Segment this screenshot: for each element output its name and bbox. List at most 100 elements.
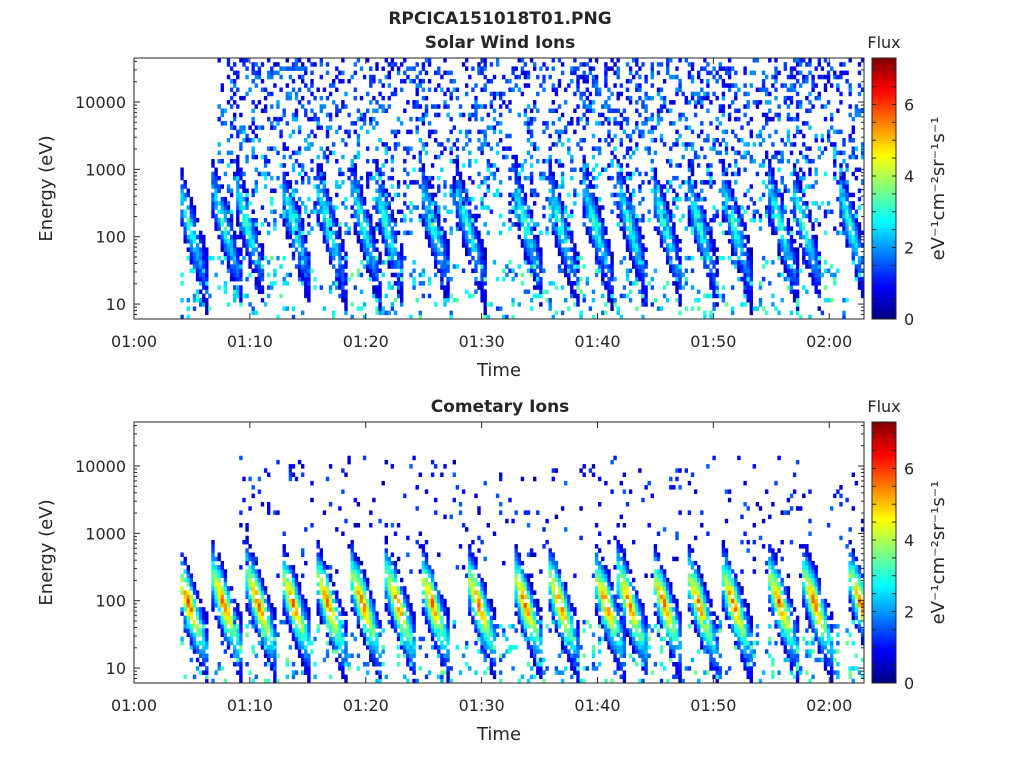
heatmap-cell bbox=[288, 213, 293, 219]
heatmap-cell bbox=[396, 209, 401, 215]
heatmap-cell bbox=[557, 218, 562, 223]
heatmap-cell bbox=[458, 171, 463, 177]
heatmap-cell bbox=[789, 116, 794, 122]
heatmap-cell bbox=[443, 230, 447, 236]
heatmap-cell bbox=[721, 163, 726, 168]
heatmap-cell bbox=[319, 95, 323, 101]
heatmap-cell bbox=[310, 129, 314, 135]
heatmap-cell bbox=[749, 285, 753, 290]
heatmap-cell bbox=[245, 159, 249, 164]
heatmap-cell bbox=[700, 209, 704, 215]
heatmap-cell bbox=[254, 184, 258, 189]
heatmap-cell bbox=[743, 243, 747, 248]
heatmap-cell bbox=[223, 632, 228, 638]
heatmap-cell bbox=[814, 255, 818, 261]
heatmap-cell bbox=[610, 91, 614, 97]
heatmap-cell bbox=[307, 268, 311, 274]
heatmap-cell bbox=[687, 209, 692, 215]
heatmap-cell bbox=[499, 95, 503, 101]
heatmap-cell bbox=[529, 298, 534, 303]
heatmap-cell bbox=[381, 230, 385, 236]
heatmap-cell bbox=[734, 234, 738, 240]
heatmap-cell bbox=[737, 230, 741, 236]
heatmap-cell bbox=[625, 213, 630, 219]
heatmap-cell bbox=[458, 226, 463, 231]
heatmap-cell bbox=[731, 226, 735, 231]
heatmap-cell bbox=[301, 62, 305, 67]
heatmap-cell bbox=[564, 255, 568, 261]
heatmap-cell bbox=[690, 222, 695, 227]
heatmap-cell bbox=[539, 268, 543, 274]
heatmap-cell bbox=[526, 247, 531, 252]
heatmap-cell bbox=[220, 594, 224, 600]
heatmap-cell bbox=[434, 154, 438, 160]
heatmap-cell bbox=[347, 133, 351, 139]
heatmap-cell bbox=[192, 222, 197, 227]
heatmap-cell bbox=[251, 79, 255, 84]
heatmap-cell bbox=[601, 293, 605, 299]
heatmap-cell bbox=[322, 218, 327, 223]
heatmap-cell bbox=[557, 138, 562, 143]
heatmap-cell bbox=[387, 218, 391, 223]
heatmap-cell bbox=[202, 243, 206, 248]
heatmap-cell bbox=[366, 230, 370, 236]
heatmap-cell bbox=[731, 243, 735, 248]
heatmap-cell bbox=[808, 167, 812, 173]
heatmap-cell bbox=[192, 205, 197, 210]
heatmap-cell bbox=[622, 255, 627, 261]
heatmap-cell bbox=[628, 154, 633, 160]
heatmap-cell bbox=[403, 167, 407, 173]
heatmap-cell bbox=[792, 281, 797, 286]
heatmap-cell bbox=[242, 58, 246, 63]
heatmap-cell bbox=[529, 306, 534, 311]
heatmap-cell bbox=[662, 285, 667, 290]
heatmap-cell bbox=[789, 255, 794, 261]
heatmap-cell bbox=[529, 188, 534, 194]
heatmap-cell bbox=[517, 163, 521, 168]
heatmap-cell bbox=[223, 603, 228, 608]
heatmap-cell bbox=[662, 293, 667, 299]
heatmap-cell bbox=[523, 260, 528, 265]
heatmap-cell bbox=[700, 213, 704, 219]
heatmap-cell bbox=[860, 58, 865, 63]
heatmap-cell bbox=[749, 154, 753, 160]
heatmap-cell bbox=[455, 226, 460, 231]
heatmap-cell bbox=[734, 243, 738, 248]
heatmap-cell bbox=[359, 243, 364, 248]
heatmap-cell bbox=[214, 188, 218, 194]
heatmap-cell bbox=[610, 276, 614, 282]
heatmap-cell bbox=[554, 142, 559, 147]
heatmap-cell bbox=[375, 310, 379, 316]
heatmap-cell bbox=[570, 167, 574, 173]
heatmap-cell bbox=[582, 163, 586, 168]
heatmap-cell bbox=[700, 196, 704, 202]
heatmap-cell bbox=[628, 66, 633, 71]
heatmap-cell bbox=[254, 167, 258, 173]
heatmap-cell bbox=[251, 260, 255, 265]
heatmap-cell bbox=[236, 264, 240, 269]
heatmap-cell bbox=[650, 116, 654, 122]
heatmap-cell bbox=[703, 260, 707, 265]
heatmap-cell bbox=[857, 205, 862, 210]
heatmap-cell bbox=[474, 243, 478, 248]
heatmap-cell bbox=[842, 226, 846, 231]
heatmap-cell bbox=[814, 95, 818, 101]
heatmap-cell bbox=[721, 188, 726, 194]
heatmap-cell bbox=[477, 243, 481, 248]
heatmap-cell bbox=[724, 230, 729, 236]
heatmap-cell bbox=[297, 196, 302, 202]
heatmap-cell bbox=[582, 196, 586, 202]
heatmap-cell bbox=[551, 121, 555, 126]
heatmap-cell bbox=[301, 226, 305, 231]
heatmap-cell bbox=[752, 58, 756, 63]
heatmap-cell bbox=[591, 83, 596, 88]
heatmap-cell bbox=[700, 66, 704, 71]
heatmap-cell bbox=[322, 306, 327, 311]
heatmap-cell bbox=[690, 201, 695, 206]
heatmap-cell bbox=[709, 293, 713, 299]
heatmap-cell bbox=[598, 91, 602, 97]
heatmap-cell bbox=[628, 201, 633, 206]
heatmap-cell bbox=[697, 298, 701, 303]
heatmap-cell bbox=[860, 285, 865, 290]
heatmap-cell bbox=[579, 138, 583, 143]
